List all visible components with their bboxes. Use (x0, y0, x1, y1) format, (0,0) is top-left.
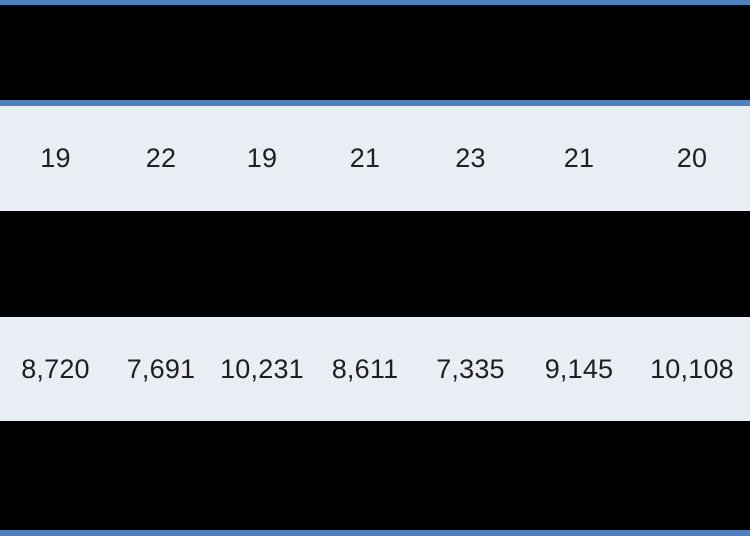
table-top-border (0, 0, 750, 5)
table-cell: 19 (40, 143, 71, 173)
table-cell: 7,691 (126, 353, 196, 384)
table-bottom-border (0, 530, 750, 536)
table-cell: 8,720 (21, 353, 90, 384)
table-cell: 9,145 (544, 353, 614, 384)
table-cell: 21 (349, 143, 381, 173)
table-row: 19 22 19 21 23 21 20 (0, 106, 750, 211)
header-separator-border (0, 100, 750, 106)
table-cell: 10,108 (650, 353, 734, 384)
table-cell: 7,335 (436, 353, 505, 384)
table-cell: 19 (246, 143, 278, 173)
table-cell: 22 (145, 143, 177, 173)
table-row-black (0, 421, 750, 530)
table-cell: 23 (455, 143, 486, 173)
table-cell: 8,611 (331, 353, 399, 384)
table-cell: 20 (676, 143, 708, 173)
table-row: 8,720 7,691 10,231 8,611 7,335 9,145 10,… (0, 317, 750, 421)
table-header-row-black (0, 5, 750, 100)
table-cell: 10,231 (220, 353, 304, 384)
table-row-black (0, 211, 750, 317)
table-cell: 21 (563, 143, 595, 173)
